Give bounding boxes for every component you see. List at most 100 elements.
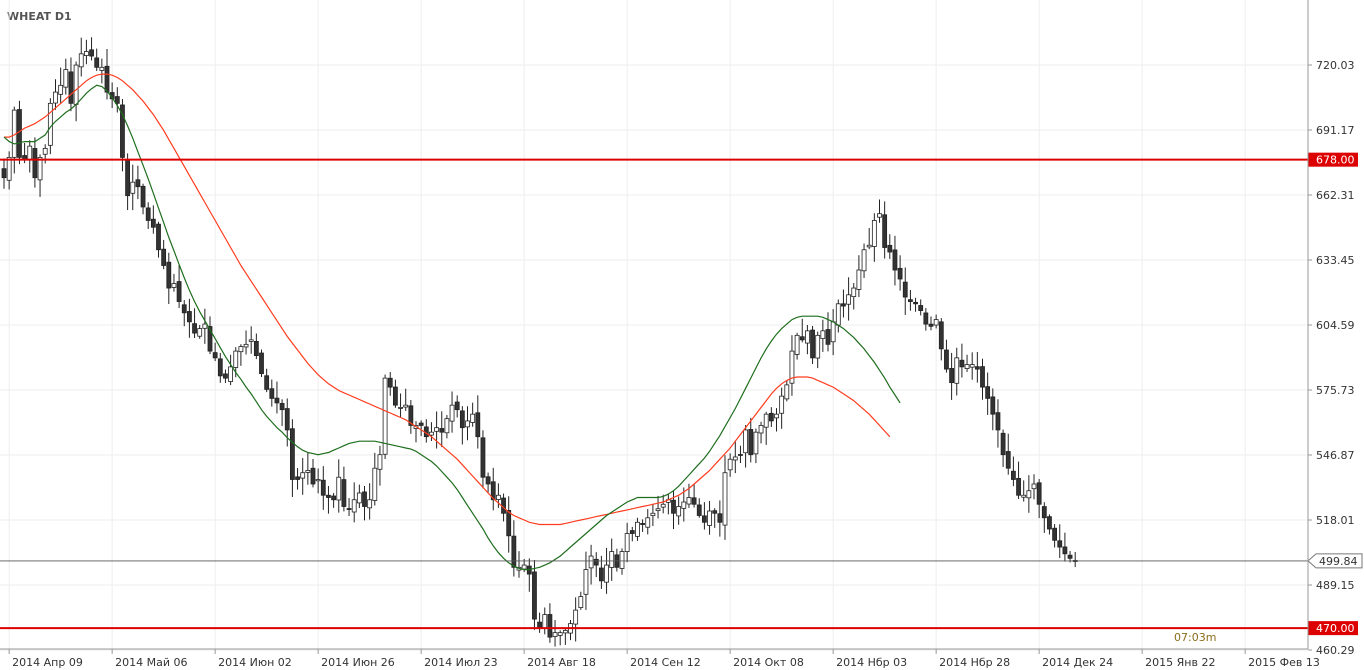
candle-down xyxy=(1000,432,1006,456)
candle-down xyxy=(114,96,120,104)
candle-down xyxy=(882,214,888,248)
candle-down xyxy=(125,159,130,197)
candle-up xyxy=(73,64,79,105)
candle-down xyxy=(120,104,125,158)
candle-up xyxy=(624,533,630,552)
candle-down xyxy=(289,428,295,480)
candle-down xyxy=(439,428,445,433)
candle-up xyxy=(758,425,764,434)
candle-down xyxy=(176,281,182,302)
candle-up xyxy=(53,91,58,104)
candle-down xyxy=(150,218,156,228)
candle-up xyxy=(774,413,779,419)
candle-up xyxy=(367,499,373,509)
candle-down xyxy=(274,397,280,404)
candle-down xyxy=(341,479,347,507)
current-price-tag xyxy=(1307,553,1363,569)
candle-up xyxy=(583,569,589,595)
candle-up xyxy=(356,492,362,504)
candle-up xyxy=(197,328,203,337)
candle-up xyxy=(686,497,692,505)
level-label: 470.00 xyxy=(1316,622,1355,635)
candle-up xyxy=(398,407,403,409)
candle-up xyxy=(382,377,388,455)
candle-down xyxy=(959,359,965,368)
candle-up xyxy=(6,157,12,181)
candle-up xyxy=(372,467,378,501)
candle-up xyxy=(604,564,609,583)
candle-down xyxy=(212,352,218,359)
candle-down xyxy=(32,148,38,179)
candle-up xyxy=(562,629,568,634)
candle-up xyxy=(763,413,769,428)
candle-down xyxy=(1067,554,1073,559)
candle-up xyxy=(933,319,939,326)
candle-up xyxy=(305,470,311,473)
candle-up xyxy=(722,472,728,526)
candle-down xyxy=(944,349,949,370)
candle-down xyxy=(712,510,718,514)
candle-up xyxy=(969,364,975,368)
candle-up xyxy=(521,564,527,570)
candle-up xyxy=(732,456,738,461)
candle-down xyxy=(913,301,918,305)
candle-down xyxy=(192,323,197,334)
candle-down xyxy=(990,396,996,415)
candle-down xyxy=(691,497,697,505)
candle-up xyxy=(315,479,321,482)
candle-down xyxy=(887,244,893,253)
y-tick-label: 546.87 xyxy=(1316,449,1355,462)
level-label-bg xyxy=(1308,152,1358,167)
chart-title: WHEAT D1 xyxy=(7,10,72,23)
candle-down xyxy=(475,412,481,438)
candle-down xyxy=(94,57,100,68)
candle-down xyxy=(593,558,599,566)
candle-down xyxy=(17,109,22,158)
x-tick-label: 2014 Июн 26 xyxy=(321,656,395,669)
x-tick-label: 2014 Окт 08 xyxy=(733,656,804,669)
candle-down xyxy=(928,323,934,327)
candle-up xyxy=(660,503,666,508)
y-tick-label: 720.03 xyxy=(1316,59,1355,72)
candle-up xyxy=(1031,483,1037,490)
candle-down xyxy=(253,341,259,357)
candle-down xyxy=(418,422,424,426)
candle-up xyxy=(1021,494,1027,498)
candle-down xyxy=(269,388,275,399)
candle-down xyxy=(490,481,496,501)
candle-down xyxy=(918,305,924,311)
candle-up xyxy=(84,51,89,56)
candle-down xyxy=(825,329,831,345)
candle-up xyxy=(650,512,656,517)
candle-up xyxy=(784,384,790,400)
candle-up xyxy=(557,632,563,636)
candle-up xyxy=(449,404,455,422)
candle-down xyxy=(459,410,465,429)
candle-up xyxy=(243,343,249,348)
candle-down xyxy=(1016,477,1021,496)
candle-down xyxy=(89,49,94,57)
candle-up xyxy=(238,346,244,353)
candle-up xyxy=(635,521,640,537)
candle-down xyxy=(995,412,1001,431)
candle-down xyxy=(161,248,167,266)
x-tick-label: 2014 Нбр 28 xyxy=(939,656,1010,669)
candle-up xyxy=(130,181,136,194)
candle-down xyxy=(480,437,486,478)
candle-up xyxy=(619,551,625,569)
x-tick-label: 2015 Янв 22 xyxy=(1145,656,1215,669)
candle-up xyxy=(27,145,33,161)
candle-up xyxy=(743,429,748,454)
candle-down xyxy=(1011,470,1016,480)
candle-down xyxy=(186,311,192,323)
candle-down xyxy=(454,401,460,411)
candle-down xyxy=(702,515,707,523)
candle-down xyxy=(408,405,414,426)
candle-up xyxy=(63,69,69,88)
candle-down xyxy=(1062,546,1068,555)
candle-down xyxy=(217,358,223,377)
candle-up xyxy=(681,501,687,509)
candle-down xyxy=(799,336,805,341)
y-tick-label: 575.73 xyxy=(1316,384,1355,397)
candle-up xyxy=(794,334,800,355)
